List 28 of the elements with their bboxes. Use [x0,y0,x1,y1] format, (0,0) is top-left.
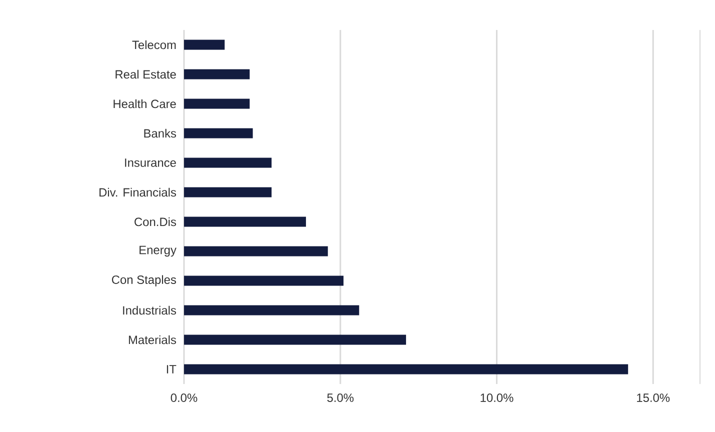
y-tick-label: Industrials [123,306,176,315]
bar [184,128,253,138]
y-tick-label: Con Staples [112,275,176,286]
y-tick-label: Real Estate [116,70,176,79]
bar [184,246,328,256]
bar [184,364,628,374]
y-tick-label: Health Care [114,99,176,108]
y-tick-label: Div. Financials [100,188,176,197]
bar [184,98,250,109]
x-tick-label: 10.0% [480,394,514,402]
bar [184,158,272,168]
x-tick-label: 5.0% [327,394,354,402]
bar [184,216,306,227]
bar [184,276,344,286]
y-tick-label: IT [166,365,176,374]
y-tick-label: Con.Dis [134,217,176,226]
bar [184,69,250,80]
y-tick-label: Materials [128,335,176,344]
y-tick-label: Insurance [125,158,176,167]
bar [184,305,360,316]
x-tick-label: 15.0% [637,394,670,402]
bar [184,40,225,50]
bar [184,334,406,345]
y-tick-label: Energy [140,246,176,257]
x-tick-label: 0.0% [170,394,198,402]
bar [184,187,272,198]
y-tick-label: Banks [144,128,176,138]
y-tick-label: Telecom [132,40,176,50]
